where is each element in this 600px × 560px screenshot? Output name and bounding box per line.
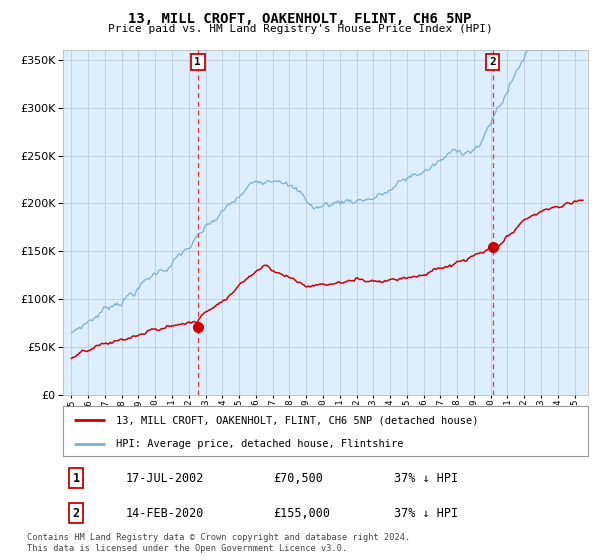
Text: 13, MILL CROFT, OAKENHOLT, FLINT, CH6 5NP: 13, MILL CROFT, OAKENHOLT, FLINT, CH6 5N… bbox=[128, 12, 472, 26]
Text: HPI: Average price, detached house, Flintshire: HPI: Average price, detached house, Flin… bbox=[115, 439, 403, 449]
Text: 1: 1 bbox=[73, 472, 80, 484]
Text: 37% ↓ HPI: 37% ↓ HPI bbox=[394, 472, 458, 484]
Text: 17-JUL-2002: 17-JUL-2002 bbox=[126, 472, 205, 484]
Text: 14-FEB-2020: 14-FEB-2020 bbox=[126, 507, 205, 520]
Text: £70,500: £70,500 bbox=[273, 472, 323, 484]
Text: Price paid vs. HM Land Registry's House Price Index (HPI): Price paid vs. HM Land Registry's House … bbox=[107, 24, 493, 34]
Text: 2: 2 bbox=[73, 507, 80, 520]
Text: 37% ↓ HPI: 37% ↓ HPI bbox=[394, 507, 458, 520]
Text: £155,000: £155,000 bbox=[273, 507, 330, 520]
Text: Contains HM Land Registry data © Crown copyright and database right 2024.
This d: Contains HM Land Registry data © Crown c… bbox=[27, 533, 410, 553]
Text: 2: 2 bbox=[490, 57, 496, 67]
Text: 13, MILL CROFT, OAKENHOLT, FLINT, CH6 5NP (detached house): 13, MILL CROFT, OAKENHOLT, FLINT, CH6 5N… bbox=[115, 415, 478, 425]
Text: 1: 1 bbox=[194, 57, 201, 67]
